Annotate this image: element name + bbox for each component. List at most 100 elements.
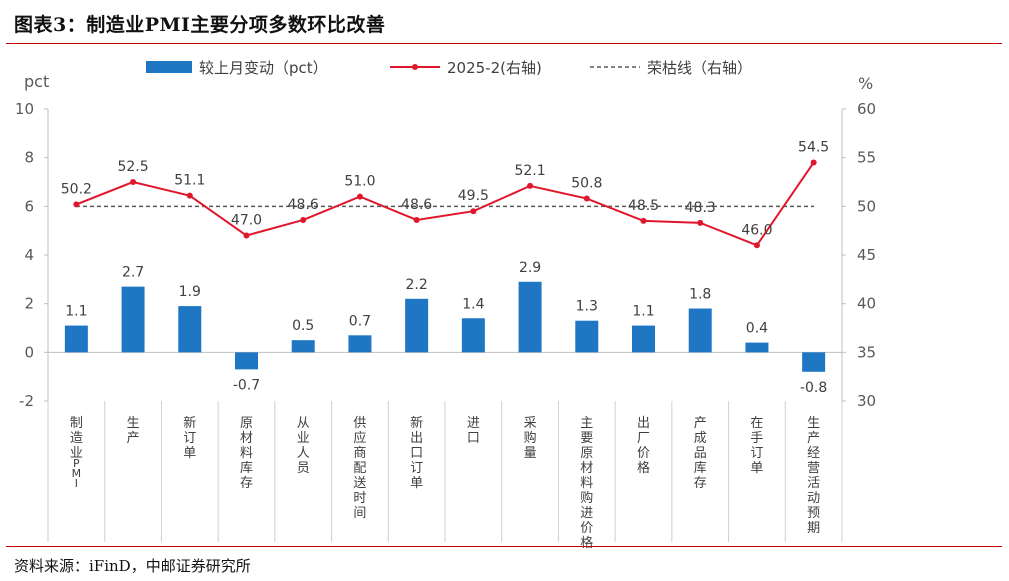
- line-value-label: 52.1: [514, 163, 545, 179]
- bar-value-label: 1.9: [179, 284, 201, 300]
- line-value-label: 48.3: [685, 200, 716, 216]
- title-rule: [6, 43, 1002, 44]
- x-category-char: 期: [807, 521, 820, 536]
- x-category-char: I: [75, 477, 78, 490]
- line-point: [640, 217, 647, 224]
- x-category-label: 从业人员: [297, 416, 310, 476]
- line-point: [186, 192, 193, 199]
- line-value-label: 50.8: [571, 176, 602, 192]
- line-point: [413, 216, 420, 223]
- x-category-label: 出厂价格: [637, 416, 650, 476]
- line-point: [583, 195, 590, 202]
- x-category-char: 价: [637, 446, 650, 461]
- bar-value-label: 2.2: [406, 277, 428, 293]
- x-category-label: 主要原材料购进价格: [580, 416, 593, 551]
- x-category-char: P: [73, 457, 80, 470]
- bar-value-label: 2.7: [122, 265, 144, 281]
- x-category-char: 单: [410, 476, 423, 491]
- x-category-label: 在手订单: [750, 416, 763, 476]
- line-value-label: 48.6: [288, 197, 319, 213]
- x-category-char: 购: [524, 430, 537, 446]
- bar: [461, 318, 485, 353]
- bar: [64, 325, 88, 353]
- right-tick-label: 45: [857, 246, 876, 264]
- bar-value-label: 1.1: [632, 304, 654, 320]
- x-category-char: 进: [467, 416, 480, 431]
- x-category-char: 出: [637, 416, 650, 431]
- bar: [802, 352, 826, 372]
- line-point: [356, 193, 363, 200]
- bar-value-label: 0.4: [746, 321, 768, 337]
- bar: [518, 281, 542, 353]
- x-category-char: 活: [807, 476, 820, 491]
- x-category-char: 料: [580, 476, 593, 491]
- line-point: [243, 232, 250, 239]
- left-tick-label: 6: [24, 197, 34, 215]
- bar-value-label: 1.3: [576, 299, 598, 315]
- legend-bar-label: 较上月变动（pct）: [199, 59, 328, 77]
- line-point: [697, 219, 704, 226]
- left-tick-label: 8: [24, 149, 34, 167]
- x-category-char: 产: [127, 431, 140, 446]
- left-tick-label: -2: [19, 392, 34, 410]
- x-category-char: 在: [750, 416, 763, 431]
- right-tick-label: 60: [857, 100, 876, 118]
- line-value-label: 51.0: [344, 174, 375, 190]
- x-category-char: 新: [410, 415, 423, 431]
- x-category-char: 制: [70, 416, 83, 431]
- x-category-char: 业: [70, 446, 83, 461]
- x-category-label: 生产经营活动预期: [807, 416, 820, 536]
- bar-value-label: 0.7: [349, 313, 371, 329]
- x-category-char: 口: [467, 431, 480, 446]
- x-category-char: 材: [580, 461, 593, 476]
- x-category-char: 业: [297, 431, 310, 446]
- right-axis-label: %: [858, 74, 873, 93]
- x-category-char: 厂: [637, 431, 650, 446]
- line-point: [753, 242, 760, 249]
- legend-reference-label: 荣枯线（右轴）: [647, 59, 752, 77]
- x-category-char: 产: [694, 416, 707, 431]
- x-category-label: 采购量: [524, 416, 537, 461]
- x-category-char: 造: [70, 431, 83, 446]
- x-category-char: 存: [240, 476, 253, 491]
- line-value-label: 52.5: [117, 159, 148, 175]
- bar: [235, 352, 258, 370]
- x-category-char: 品: [694, 446, 707, 461]
- x-category-char: 产: [807, 431, 820, 446]
- page-title: 图表3：制造业PMI主要分项多数环比改善: [14, 14, 386, 36]
- right-tick-label: 50: [857, 197, 876, 215]
- x-category-char: 生: [127, 416, 140, 431]
- left-axis-label: pct: [24, 72, 49, 91]
- line-point: [73, 201, 80, 208]
- left-tick-label: 10: [15, 100, 34, 118]
- line-value-label: 49.5: [458, 188, 489, 204]
- x-category-char: 出: [410, 431, 423, 446]
- title-bar: 图表3：制造业PMI主要分项多数环比改善: [0, 0, 1009, 44]
- x-category-char: 单: [750, 461, 763, 476]
- legend-line-marker: [412, 64, 418, 70]
- x-category-char: 成: [694, 431, 707, 446]
- x-category-char: 经: [807, 446, 820, 461]
- line-series: [75, 161, 815, 247]
- x-category-char: 存: [694, 476, 707, 491]
- bar: [291, 340, 315, 353]
- x-category-label: 进口: [467, 416, 480, 446]
- left-tick-label: 2: [24, 295, 34, 313]
- bar: [632, 325, 655, 353]
- bar: [348, 335, 372, 353]
- bar: [575, 320, 599, 353]
- source-note: 资料来源：iFinD，中邮证券研究所: [14, 557, 251, 575]
- x-category-char: 送: [353, 476, 366, 491]
- x-category-char: 新: [183, 415, 196, 431]
- x-category-char: 口: [410, 446, 423, 461]
- line-point: [130, 179, 137, 185]
- x-category-char: 动: [807, 491, 820, 506]
- x-category-char: 应: [353, 430, 366, 446]
- x-category-label: 原材料库存: [240, 416, 253, 491]
- x-category-char: 主: [580, 416, 593, 431]
- right-tick-label: 35: [857, 343, 876, 361]
- x-category-label: 制造业 P M I: [70, 416, 83, 490]
- x-category-label: 新出口订单: [410, 415, 423, 491]
- bar-value-label: 1.1: [65, 304, 87, 320]
